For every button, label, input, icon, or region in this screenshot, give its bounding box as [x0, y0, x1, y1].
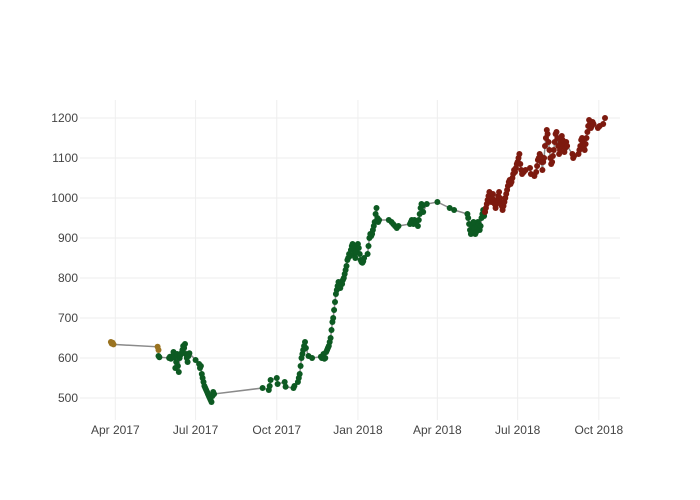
data-point [352, 255, 359, 261]
series-line-0 [110, 341, 160, 351]
data-point [332, 299, 338, 305]
y-tick-label: 900 [58, 231, 78, 245]
data-point [451, 207, 458, 213]
data-point [361, 255, 368, 261]
data-point [184, 359, 191, 365]
data-point [420, 209, 427, 215]
data-point [581, 147, 588, 153]
data-point [477, 223, 484, 229]
data-point [110, 341, 117, 348]
data-point [373, 205, 380, 211]
data-point [600, 121, 607, 127]
x-tick-label: Oct 2017 [252, 423, 301, 437]
data-point [584, 129, 591, 135]
data-point [302, 339, 308, 345]
data-point [267, 377, 274, 383]
data-point [328, 327, 335, 333]
data-point [533, 169, 540, 175]
y-tick-label: 600 [58, 351, 78, 365]
x-tick-label: Jul 2017 [173, 423, 219, 437]
data-point [274, 381, 281, 387]
data-point [553, 129, 560, 135]
data-point [496, 189, 503, 195]
x-axis-ticks: Apr 2017 Jul 2017 Oct 2017 Jan 2018 Apr 2018… [91, 423, 624, 437]
data-point [465, 215, 472, 221]
data-point [156, 354, 163, 361]
data-point [192, 357, 199, 363]
y-tick-label: 1100 [52, 151, 78, 165]
x-tick-label: Apr 2017 [91, 423, 140, 437]
data-point [208, 399, 215, 405]
x-tick-label: Apr 2018 [413, 423, 462, 437]
data-point [434, 199, 441, 205]
data-point [197, 363, 204, 369]
data-point [550, 147, 557, 153]
data-point [327, 335, 334, 341]
data-point [182, 341, 188, 347]
data-point [365, 243, 372, 249]
data-point [259, 385, 266, 391]
data-point [395, 223, 402, 229]
data-point [549, 153, 556, 159]
data-point [291, 383, 298, 389]
y-tick-label: 800 [58, 271, 78, 285]
data-point [583, 135, 590, 141]
series-line-1 [157, 201, 486, 405]
y-tick-label: 500 [58, 391, 78, 405]
data-point [423, 201, 430, 207]
data-point [282, 383, 289, 390]
data-point [414, 223, 421, 229]
y-tick-label: 1200 [51, 111, 78, 125]
data-point [330, 315, 337, 321]
y-axis-ticks: 500 600 700 800 900 1000 1100 1200 [51, 111, 78, 405]
data-point [322, 355, 329, 361]
data-point [355, 245, 362, 251]
data-point [356, 251, 363, 257]
series-points [107, 115, 608, 405]
data-point [534, 163, 541, 169]
data-point [211, 391, 218, 397]
data-point [302, 345, 309, 351]
data-point [602, 115, 608, 121]
data-point [309, 355, 316, 361]
data-point [296, 371, 303, 377]
data-point [470, 219, 477, 225]
data-point [273, 375, 280, 381]
data-point [415, 217, 422, 223]
data-point [564, 143, 571, 149]
data-point [297, 363, 304, 369]
data-point [516, 151, 523, 157]
data-point [542, 143, 548, 149]
data-point [174, 363, 181, 369]
x-tick-label: Jan 2018 [333, 423, 383, 437]
data-point [331, 307, 338, 313]
data-point [376, 217, 383, 223]
x-tick-label: Jul 2018 [495, 423, 541, 437]
data-point [186, 350, 193, 357]
data-point [266, 383, 273, 389]
data-point [517, 161, 524, 167]
data-point [546, 147, 553, 153]
data-point [539, 167, 546, 173]
data-point [590, 121, 597, 127]
data-point [489, 191, 496, 197]
data-point [527, 165, 533, 171]
data-point [281, 379, 288, 385]
data-point [155, 347, 162, 353]
y-tick-label: 700 [58, 311, 78, 325]
data-point [549, 159, 556, 165]
data-point [582, 141, 589, 147]
data-point [541, 155, 548, 161]
x-tick-label: Oct 2018 [574, 423, 623, 437]
data-point [364, 251, 371, 257]
data-point [343, 263, 350, 269]
y-tick-label: 1000 [51, 191, 78, 205]
data-point [175, 369, 182, 375]
data-point [545, 139, 552, 145]
data-point [544, 131, 551, 137]
